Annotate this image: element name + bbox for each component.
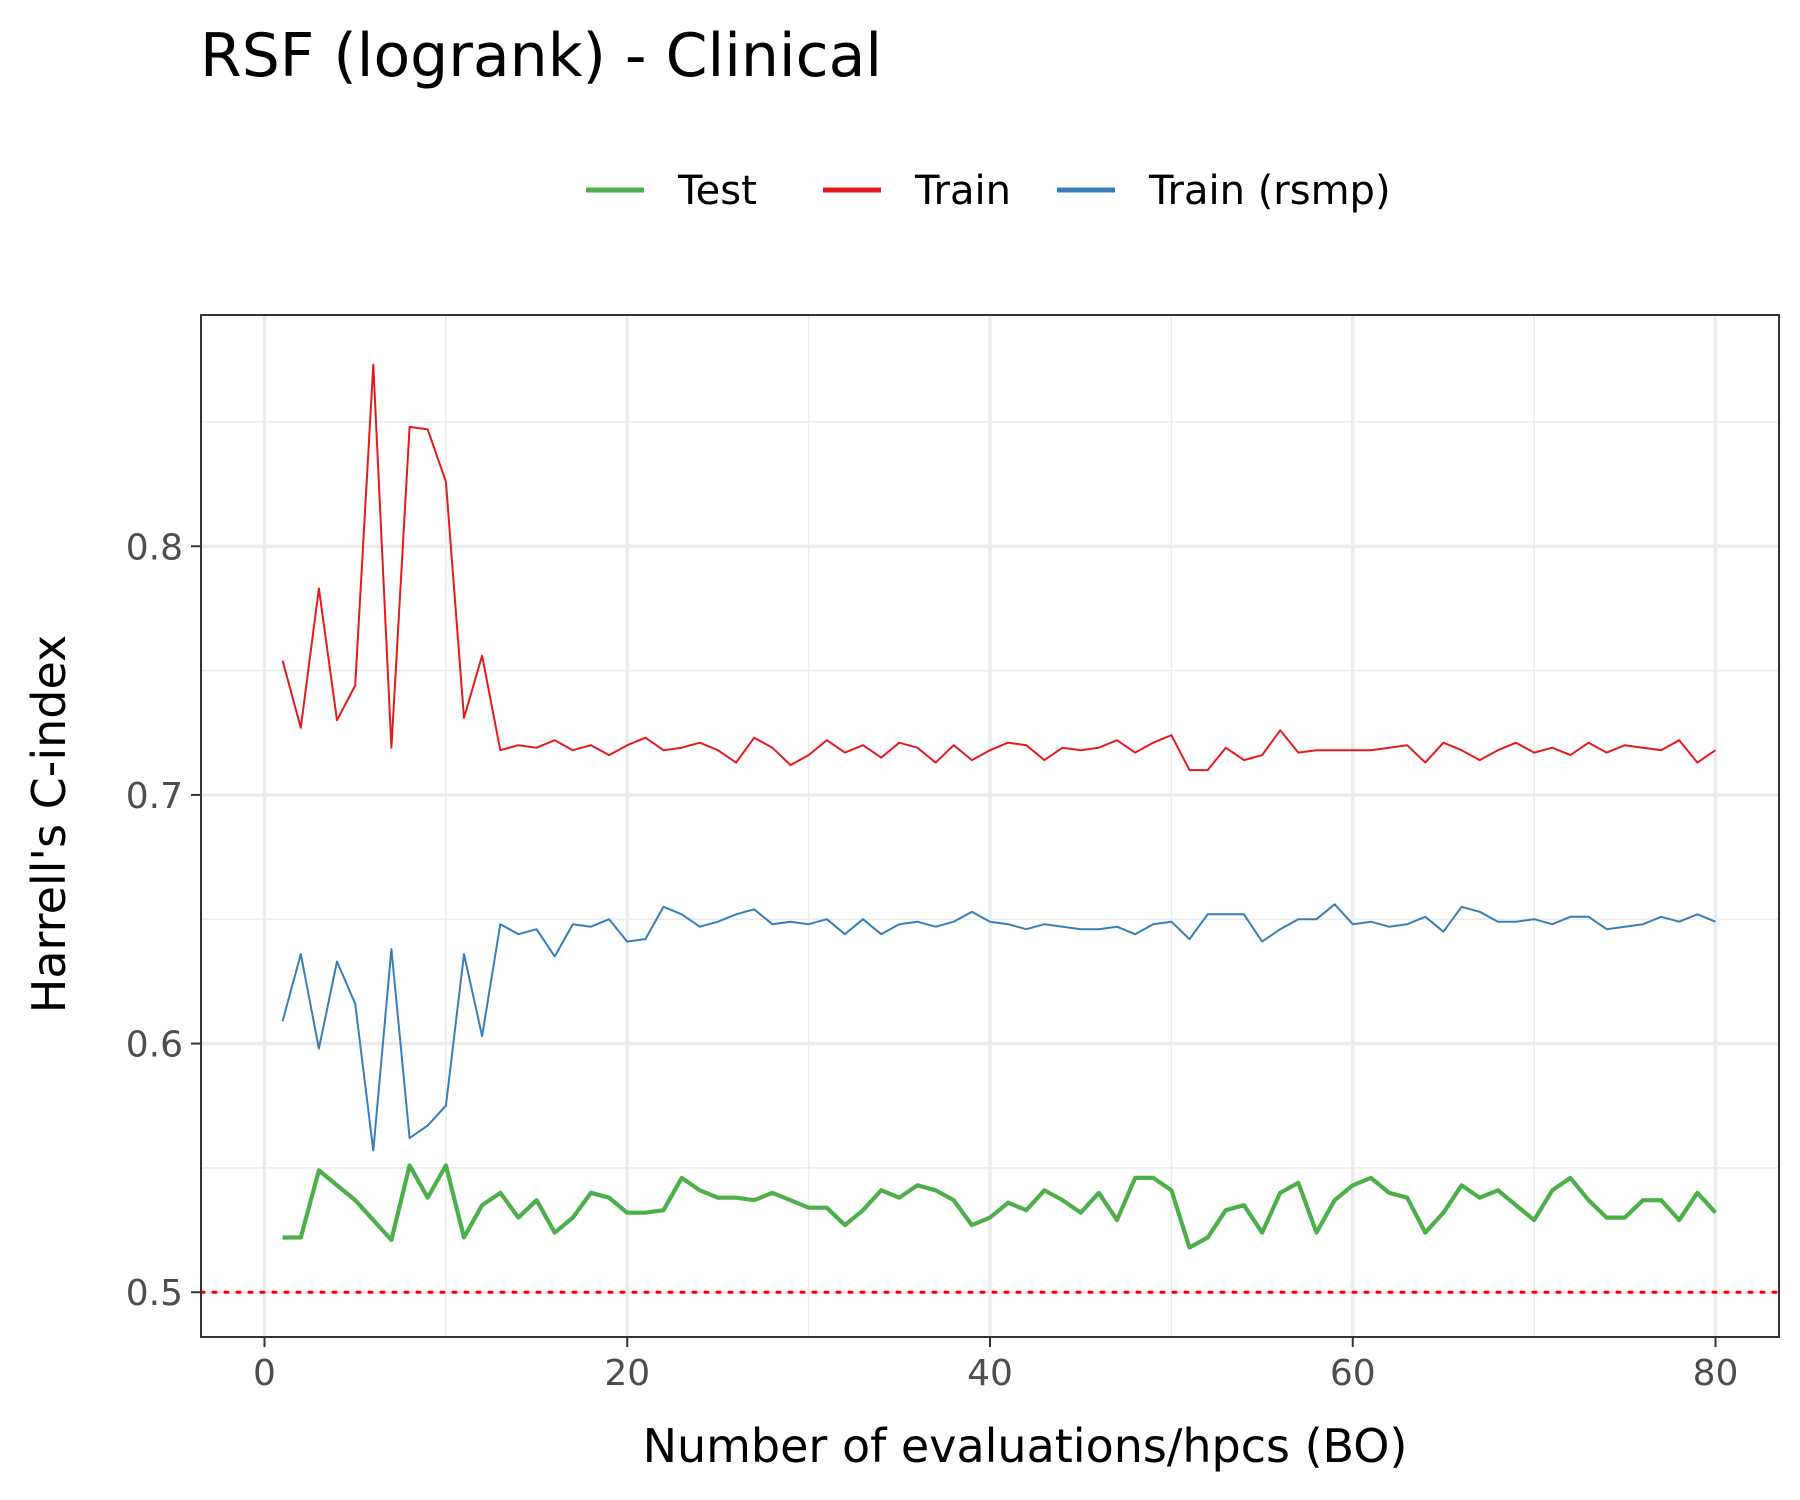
legend: Test Train Train (rsmp) <box>586 168 1391 214</box>
y-axis: 0.5 0.6 0.7 0.8 <box>126 527 201 1314</box>
legend-label-test: Test <box>677 168 757 214</box>
grid <box>201 315 1779 1337</box>
x-tick-label: 40 <box>967 1353 1013 1394</box>
series-group <box>281 363 1718 1250</box>
series-line-test <box>282 1163 1718 1250</box>
x-tick-label: 60 <box>1330 1353 1376 1394</box>
y-tick-label: 0.6 <box>126 1025 183 1066</box>
x-axis: 0 20 40 60 80 <box>253 1337 1738 1394</box>
series-line-train <box>281 363 1717 772</box>
x-tick-label: 0 <box>253 1353 276 1394</box>
y-tick-label: 0.7 <box>126 776 183 817</box>
x-axis-title: Number of evaluations/hpcs (BO) <box>643 1419 1408 1473</box>
y-tick-label: 0.8 <box>126 527 183 568</box>
y-axis-title: Harrell's C-index <box>22 635 76 1013</box>
legend-label-train: Train <box>914 168 1011 214</box>
x-tick-label: 80 <box>1693 1353 1739 1394</box>
x-tick-label: 20 <box>604 1353 650 1394</box>
series-line-train-rsmp <box>281 903 1716 1152</box>
chart-title: RSF (logrank) - Clinical <box>200 21 882 91</box>
y-tick-label: 0.5 <box>126 1273 183 1314</box>
legend-label-train-rsmp: Train (rsmp) <box>1148 168 1391 214</box>
